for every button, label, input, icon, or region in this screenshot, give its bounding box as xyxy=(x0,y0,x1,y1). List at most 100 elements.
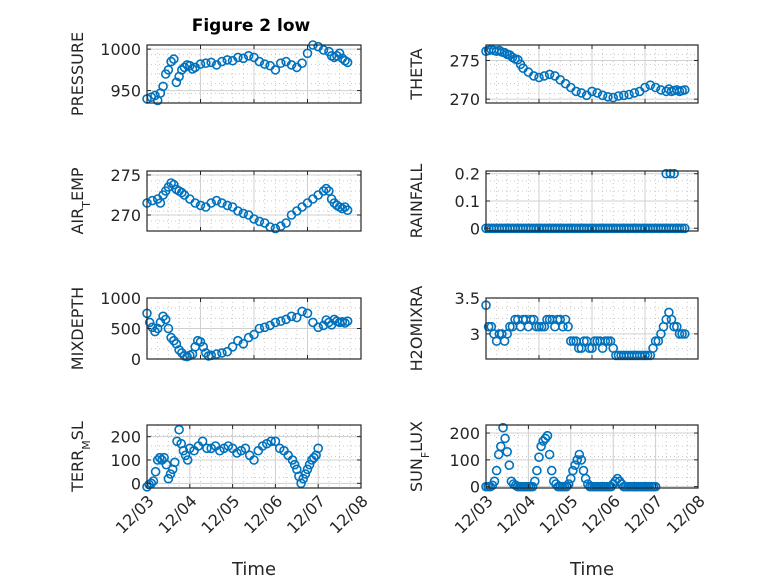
data-point xyxy=(249,329,259,340)
data-point xyxy=(155,452,165,463)
data-point xyxy=(249,455,259,465)
data-point xyxy=(281,218,291,228)
data-point xyxy=(238,208,249,219)
data-point xyxy=(495,441,506,452)
data-point xyxy=(238,338,249,349)
data-point xyxy=(334,48,345,59)
data-point xyxy=(289,459,300,470)
data-point xyxy=(313,322,324,333)
data-point xyxy=(254,56,265,67)
data-point xyxy=(491,465,502,476)
data-point xyxy=(222,55,233,65)
data-point xyxy=(287,455,298,465)
data-point xyxy=(211,349,222,359)
data-point xyxy=(174,424,184,435)
data-point xyxy=(308,317,318,328)
data-point xyxy=(529,476,540,487)
data-point xyxy=(249,214,259,224)
y-tick-label: 270 xyxy=(110,206,141,225)
data-point xyxy=(296,478,306,489)
y-tick-label: 3.5 xyxy=(455,289,480,308)
data-point xyxy=(528,71,539,81)
data-point xyxy=(532,465,542,476)
y-axis-label: PRESSURE xyxy=(68,32,87,116)
data-point xyxy=(613,91,624,101)
data-point xyxy=(618,90,629,101)
data-point xyxy=(259,59,270,69)
data-point xyxy=(197,436,208,447)
data-point xyxy=(298,473,309,484)
data-point xyxy=(332,50,342,61)
data-point xyxy=(177,187,187,198)
data-point xyxy=(526,314,536,325)
data-point xyxy=(160,314,171,325)
data-point xyxy=(270,436,281,447)
y-tick-label: 0 xyxy=(470,478,480,497)
data-point xyxy=(502,446,513,457)
figure-title: Figure 2 low xyxy=(192,16,311,36)
data-point xyxy=(534,72,544,83)
data-point xyxy=(540,433,551,444)
data-point xyxy=(222,200,233,211)
data-point xyxy=(171,77,182,88)
data-point xyxy=(206,57,216,68)
subplot-h2omixra: 3 3.5 H2OMIXRA xyxy=(407,286,699,371)
data-point xyxy=(313,443,324,454)
data-point xyxy=(254,216,265,227)
data-point xyxy=(580,473,591,484)
data-point xyxy=(302,464,313,475)
data-point xyxy=(163,65,174,75)
data-point xyxy=(270,65,281,75)
data-point xyxy=(565,336,576,346)
data-point xyxy=(539,71,550,81)
data-point xyxy=(150,90,160,101)
data-point xyxy=(169,54,179,64)
data-point xyxy=(570,460,580,471)
data-point xyxy=(677,223,687,234)
y-tick-label: 0.2 xyxy=(455,165,480,184)
y-tick-label: 100 xyxy=(110,451,141,470)
data-point xyxy=(158,81,168,92)
y-axis-label: TERRMSL xyxy=(68,421,93,493)
data-point xyxy=(302,308,313,319)
data-point xyxy=(195,59,206,69)
data-point xyxy=(266,436,276,447)
data-point xyxy=(572,455,583,465)
data-point xyxy=(297,306,307,317)
subplot-rainfall: 0 0.1 0.2 RAINFALL xyxy=(407,164,699,239)
data-point xyxy=(166,56,176,67)
subplot-air_temp: 270 275 AIRTEMP xyxy=(68,166,362,235)
data-point xyxy=(233,206,243,216)
data-point xyxy=(579,336,589,346)
data-point xyxy=(195,337,206,347)
data-point xyxy=(576,88,587,98)
data-point xyxy=(500,433,510,444)
data-point xyxy=(608,92,619,103)
data-point xyxy=(650,481,661,492)
y-axis-label: RAINFALL xyxy=(407,164,426,239)
data-point xyxy=(195,200,206,211)
y-tick-label: 275 xyxy=(449,51,480,70)
data-point xyxy=(198,341,208,352)
y-tick-label: 0 xyxy=(470,219,480,238)
data-point xyxy=(148,476,159,486)
data-point xyxy=(233,52,243,63)
data-point xyxy=(587,86,597,97)
data-point xyxy=(150,466,161,477)
data-point xyxy=(544,449,555,460)
data-point xyxy=(669,321,679,332)
data-point xyxy=(270,317,281,328)
axes-frame xyxy=(485,424,699,489)
data-point xyxy=(324,186,334,196)
data-point xyxy=(563,321,573,332)
data-point xyxy=(177,65,187,75)
y-tick-label: 0.1 xyxy=(455,192,480,211)
data-point xyxy=(170,457,180,468)
y-tick-label: 3 xyxy=(470,325,480,344)
data-point xyxy=(629,88,640,98)
data-point xyxy=(190,198,200,208)
data-point xyxy=(155,198,166,208)
y-axis-label: THETA xyxy=(407,48,426,100)
data-point xyxy=(504,460,515,471)
